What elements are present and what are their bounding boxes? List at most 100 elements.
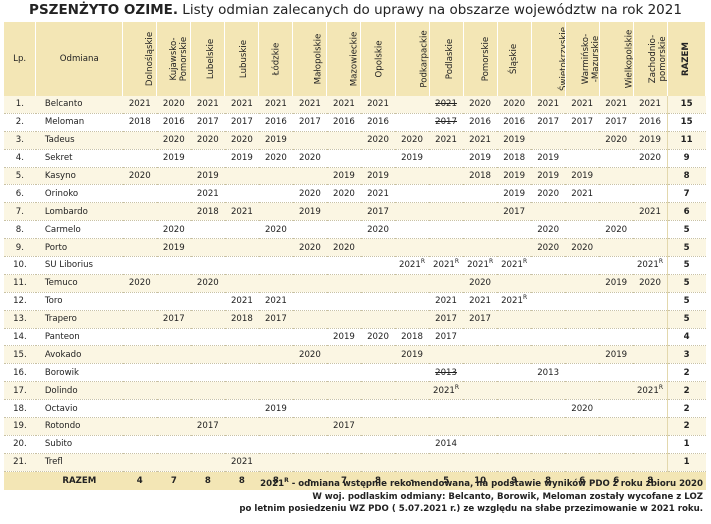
year-cell: 2020 [292,184,327,204]
year-cell: 2017 [292,113,327,132]
year-cell: 2019 [565,167,600,186]
year-cell [565,202,600,222]
year-cell [395,292,430,311]
year-cell [463,184,498,204]
row-total: 2 [666,417,706,436]
year-cell: 2020 [258,149,293,168]
year-cell [326,399,361,419]
year-cell: 2020 [360,328,396,347]
year-cell [326,202,361,222]
year-cell [156,256,191,275]
header-region: Kujawsko- Pomorskie [156,22,192,96]
year-cell: 2017 [360,202,396,222]
year-cell [395,238,430,258]
row-total: 2 [666,381,706,401]
year-cell [463,328,498,347]
year-cell [156,167,191,186]
year-cell [258,435,293,454]
table-row: 8. Carmelo 2020 2020 2020 2020 2020 5 [4,220,706,240]
row-number: 7. [4,202,36,222]
recommended-year: 2020 [264,153,287,164]
recommended-year: 2017 [537,117,560,128]
recommended-year: 2020 [571,403,594,414]
recommended-year: 2016 [333,117,355,128]
year-cell [633,220,668,240]
row-number: 8. [4,220,36,240]
header-region-label: Opolskie [374,40,385,78]
table-row: 11. Temuco 2020 2020 2020 2019 2020 5 [4,274,706,293]
footer-count: 4 [122,471,157,490]
year-cell [599,167,634,186]
year-cell [565,435,600,454]
year-cell [258,345,293,365]
year-cell [599,381,634,401]
year-cell [292,381,327,401]
header-region-label: Zachodnio-pomorskie [647,34,668,84]
year-cell [497,417,532,436]
year-cell [258,238,293,258]
year-cell [360,292,396,311]
preliminary-marker: R [522,294,528,302]
year-cell [190,238,225,258]
year-cell: 2019 [633,131,668,150]
recommended-year: 2017 [435,332,457,343]
preliminary-marker: R [658,383,664,391]
year-cell: 2018 [224,310,259,329]
row-number: 11. [4,274,36,293]
year-cell [565,381,600,401]
year-cell: 2017 [429,310,464,329]
recommended-year: 2021 [230,296,253,307]
table-row: 4. Sekret 2019 2019 2020 2020 2019 2019 2018 2019… [4,149,706,168]
year-cell: 2019 [497,167,532,186]
footer-dash: - [395,471,430,490]
year-cell [122,363,157,383]
recommended-year: 2020 [162,224,185,235]
recommended-year: 2020 [333,242,355,253]
row-number: 19. [4,417,36,436]
year-cell [633,310,668,329]
footer-dash: - [292,471,327,490]
year-cell [326,220,361,240]
year-cell: 2019 [156,238,191,258]
header-region: Śląskie [497,22,532,96]
year-cell [599,202,634,222]
year-cell [565,292,600,311]
year-cell [497,328,532,347]
recommended-year: 2021 [367,188,389,199]
recommended-year: 2017 [196,421,219,432]
year-cell [531,399,566,419]
year-cell [190,435,225,454]
year-cell: 2020 [122,167,157,186]
row-total: 2 [666,363,706,383]
header-region: Lubuskie [224,22,260,96]
year-cell [633,328,668,347]
row-total: 4 [666,328,706,347]
recommended-year: 2019 [401,153,423,164]
recommended-year: 2019 [639,135,661,146]
recommended-year: 2019 [162,242,185,253]
year-cell: 2021R [395,256,430,275]
year-cell [224,417,259,436]
footer-count: 8 [258,471,293,490]
recommended-year: 2021 [230,99,253,110]
year-cell [531,345,566,365]
recommended-year: 2020 [299,242,321,253]
year-cell: 2021 [531,96,566,114]
year-cell [258,256,293,275]
year-cell [224,345,259,365]
year-cell: 2020 [292,149,327,168]
recommended-year: 2019 [605,349,628,360]
year-cell: 2021R [633,381,668,401]
year-cell [224,274,259,293]
header-region-label: Pomorskie [480,36,491,82]
year-cell [292,310,327,329]
year-cell: 2016 [633,113,668,132]
year-cell: 2020 [156,220,191,240]
header-region: Lubelskie [190,22,226,96]
year-cell: 2021 [360,184,396,204]
year-cell: 2021 [429,131,464,150]
year-cell: 2017 [463,310,498,329]
year-cell [258,167,293,186]
year-cell [633,292,668,311]
year-cell [156,328,191,347]
